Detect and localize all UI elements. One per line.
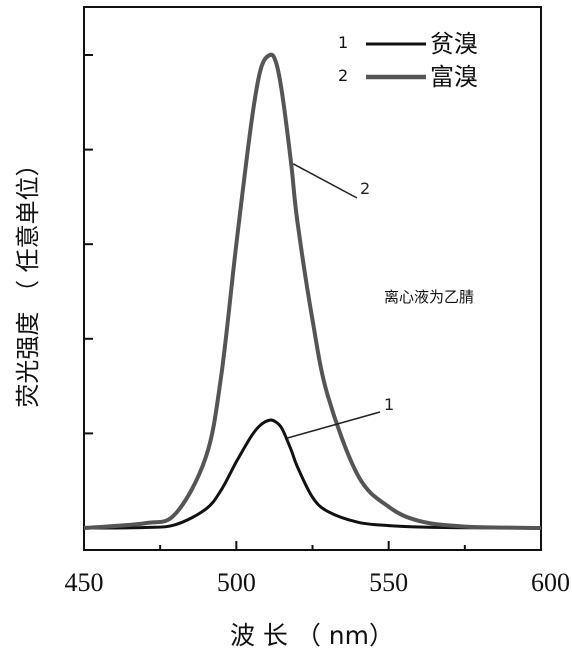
legend-entry-2-label: 富溴 <box>430 63 478 91</box>
x-tick-label: 500 <box>217 568 256 597</box>
series-1-line <box>83 418 542 530</box>
series-2-annotation-label: 2 <box>360 179 370 198</box>
series-1-annotation-label: 1 <box>384 395 394 414</box>
legend-entry-1-label: 贫溴 <box>430 30 478 58</box>
y-axis-ticks <box>84 54 93 435</box>
series-2-annotation-leader <box>292 163 358 199</box>
x-axis-ticks <box>83 541 542 550</box>
x-axis-title: 波 长 （ nm） <box>230 621 394 650</box>
x-tick-label: 450 <box>65 568 104 597</box>
chart-note: 离心液为乙腈 <box>384 288 474 306</box>
x-tick-label: 600 <box>531 568 570 597</box>
y-axis-title: 荧光强度 （ 任意单位） <box>14 152 42 407</box>
legend-entry-2-id: 2 <box>338 66 348 85</box>
legend-entry-1-id: 1 <box>338 33 348 52</box>
series-2-line <box>83 52 542 530</box>
series-1-annotation-leader <box>286 411 381 439</box>
series-lines <box>83 52 542 530</box>
x-tick-label: 550 <box>369 568 408 597</box>
legend: 1 贫溴 2 富溴 <box>338 30 478 91</box>
x-axis-tick-labels: 450 500 550 600 <box>65 568 571 597</box>
